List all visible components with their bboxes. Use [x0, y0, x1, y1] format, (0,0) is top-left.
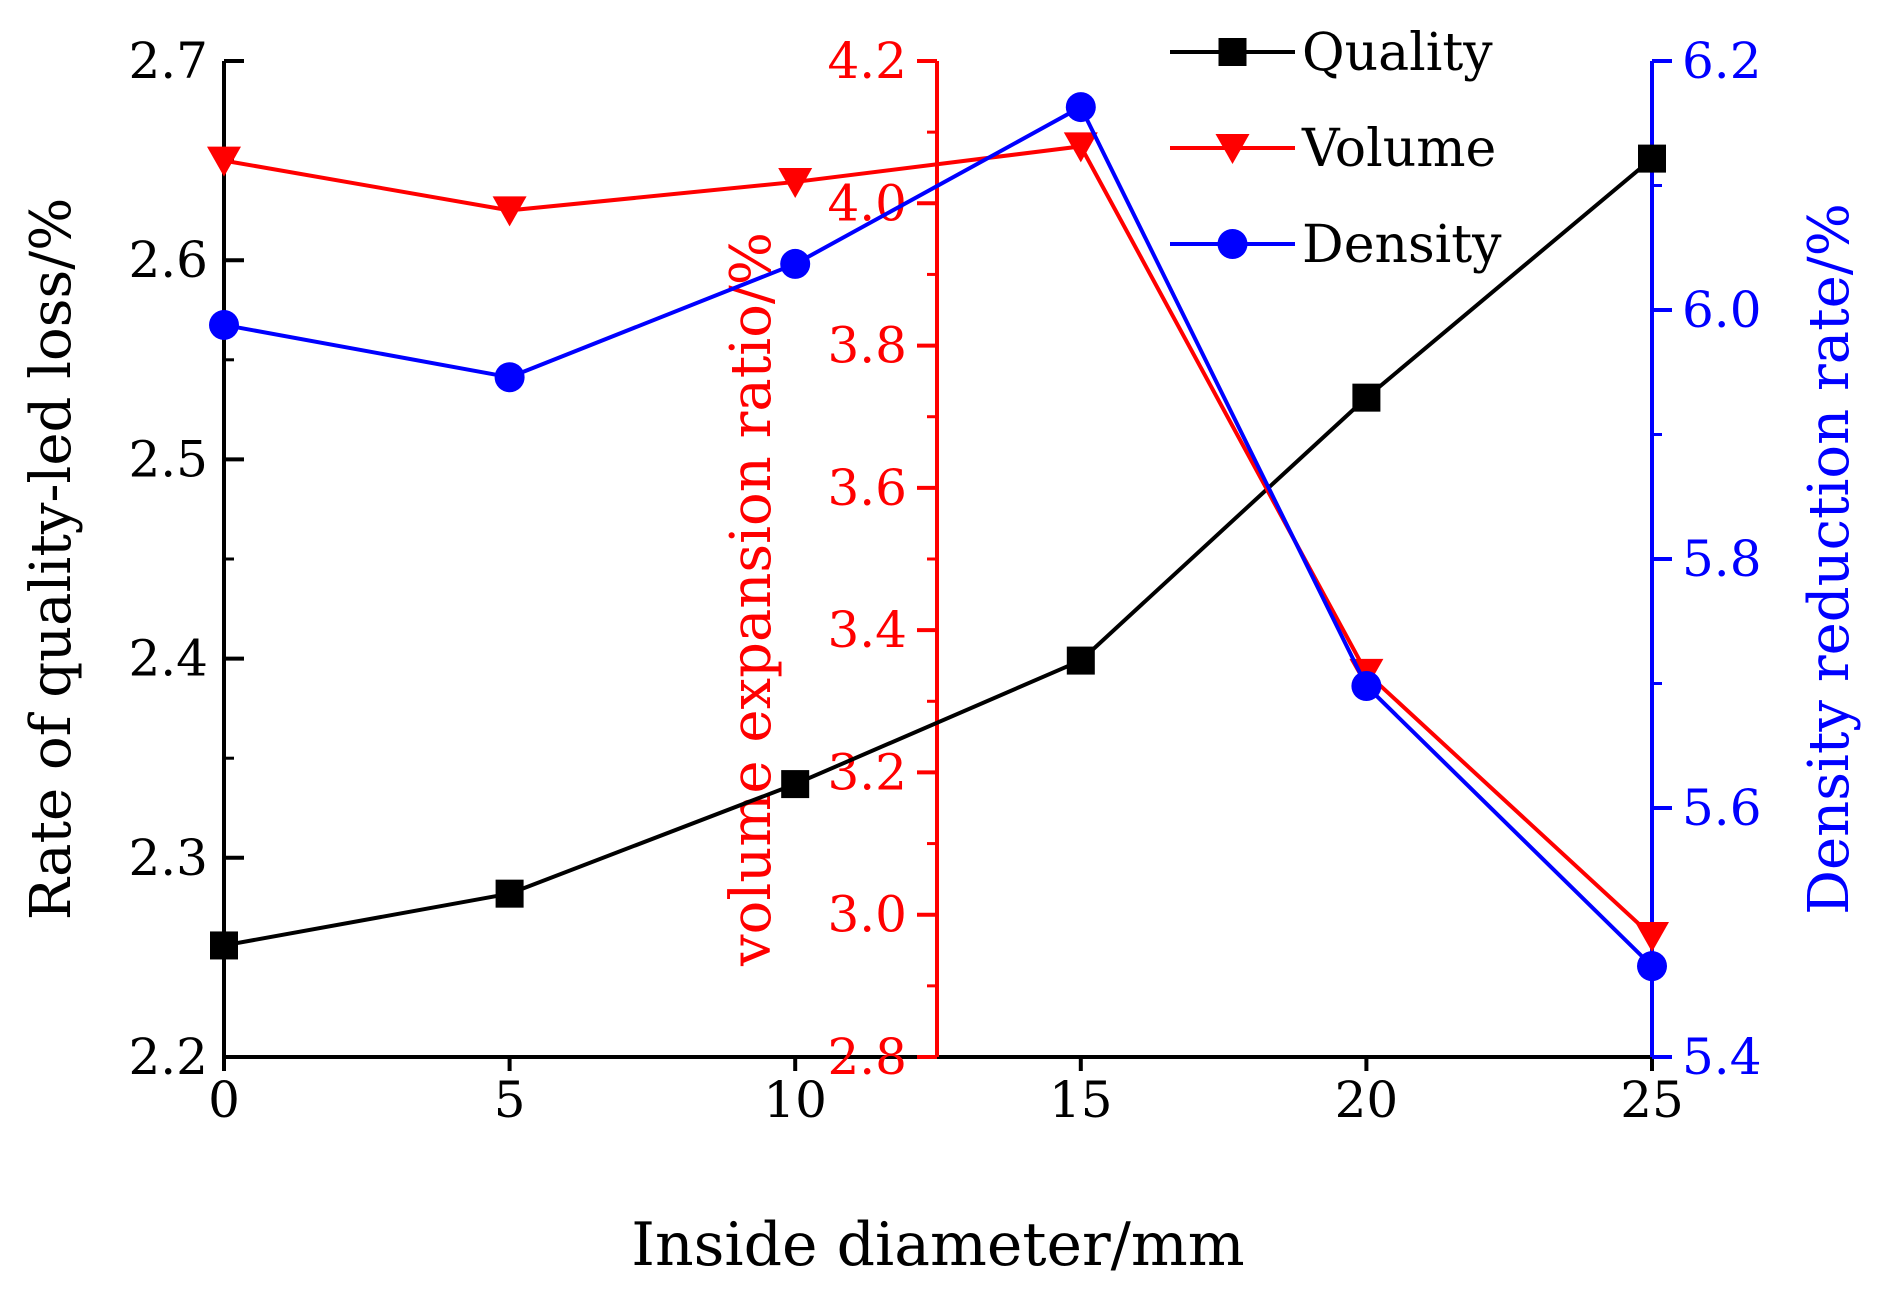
middle-tick-label-4.2: 4.2 — [827, 32, 907, 90]
right-tick-label-6.0: 6.0 — [1682, 281, 1762, 339]
middle-tick-label-3.0: 3.0 — [827, 886, 907, 944]
x-tick-label-10: 10 — [763, 1071, 827, 1129]
point-density-5 — [494, 362, 525, 393]
series-line-density — [223, 105, 1654, 968]
legend-label-density: Density — [1302, 215, 1502, 275]
legend-label-quality: Quality — [1302, 23, 1493, 83]
left-tick-label-2.3: 2.3 — [128, 829, 208, 887]
point-quality-0 — [210, 931, 238, 960]
x-axis-title: Inside diameter/mm — [631, 1210, 1244, 1280]
x-tick-label-15: 15 — [1049, 1071, 1113, 1129]
right-tick-label-6.2: 6.2 — [1682, 32, 1762, 90]
middle-tick-label-3.6: 3.6 — [827, 459, 907, 517]
left-axis-title: Rate of quality-led loss/% — [19, 198, 84, 921]
point-volume-25 — [1635, 922, 1669, 953]
point-quality-5 — [495, 879, 524, 908]
x-tick-label-20: 20 — [1335, 1071, 1399, 1129]
legend-marker-quality — [1218, 38, 1247, 66]
legend-marker-volume — [1215, 134, 1250, 164]
middle-axis-title: volume expansion ratio/% — [719, 232, 784, 967]
right-tick-label-5.8: 5.8 — [1682, 530, 1762, 588]
point-density-25 — [1637, 951, 1667, 982]
x-tick-label-0: 0 — [208, 1071, 240, 1129]
point-volume-5 — [492, 196, 527, 227]
x-tick-label-5: 5 — [494, 1071, 526, 1129]
left-tick-label-2.6: 2.6 — [128, 231, 208, 289]
series-line-quality — [223, 157, 1654, 948]
point-density-0 — [209, 309, 239, 340]
series-line-volume — [223, 144, 1654, 938]
point-volume-0 — [207, 146, 241, 177]
right-axis-title: Density reduction rate/% — [1797, 203, 1862, 915]
left-tick-label-2.2: 2.2 — [128, 1028, 208, 1086]
legend-marker-density — [1217, 229, 1248, 259]
left-tick-label-2.5: 2.5 — [128, 430, 208, 488]
right-tick-label-5.4: 5.4 — [1682, 1028, 1762, 1086]
point-volume-15 — [1063, 132, 1098, 163]
legend-label-volume: Volume — [1301, 119, 1496, 179]
middle-tick-label-2.8: 2.8 — [827, 1028, 907, 1086]
middle-tick-label-3.4: 3.4 — [827, 601, 907, 659]
x-tick-label-25: 25 — [1620, 1071, 1684, 1129]
point-volume-10 — [778, 167, 813, 198]
point-density-20 — [1351, 670, 1382, 701]
point-density-15 — [1065, 92, 1096, 123]
left-tick-label-2.7: 2.7 — [128, 32, 208, 90]
point-quality-15 — [1066, 646, 1095, 675]
point-density-10 — [780, 248, 811, 279]
middle-tick-label-3.8: 3.8 — [827, 317, 907, 375]
point-quality-10 — [781, 770, 810, 799]
left-tick-label-2.4: 2.4 — [128, 630, 208, 688]
point-quality-25 — [1638, 144, 1666, 173]
point-quality-20 — [1352, 383, 1381, 412]
right-tick-label-5.6: 5.6 — [1682, 779, 1762, 837]
